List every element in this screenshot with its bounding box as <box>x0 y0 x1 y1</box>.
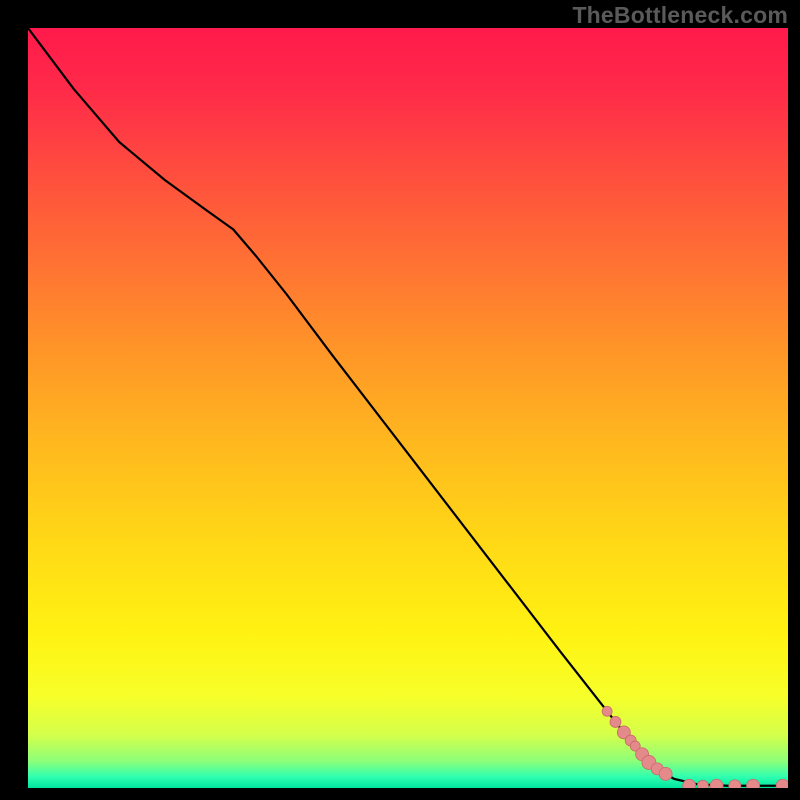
data-marker <box>659 767 672 780</box>
data-marker <box>747 779 760 788</box>
data-marker <box>697 780 708 788</box>
data-marker <box>683 779 696 788</box>
plot-area <box>28 28 788 788</box>
chart-frame: TheBottleneck.com <box>0 0 800 800</box>
plot-svg <box>28 28 788 788</box>
data-marker <box>602 706 612 716</box>
data-marker <box>710 779 723 788</box>
gradient-background <box>28 28 788 788</box>
data-marker <box>729 780 741 788</box>
data-marker <box>610 716 621 727</box>
attribution-label: TheBottleneck.com <box>572 2 788 29</box>
